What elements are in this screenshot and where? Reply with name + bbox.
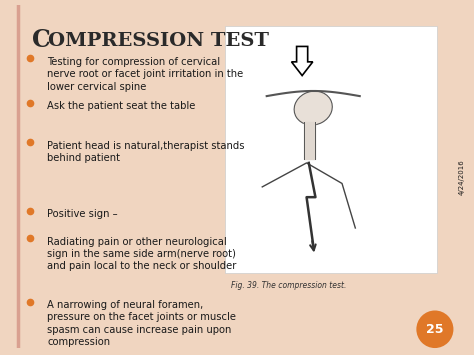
Text: Ask the patient seat the table: Ask the patient seat the table: [47, 101, 196, 111]
Text: C: C: [32, 28, 51, 51]
Text: Positive sign –: Positive sign –: [47, 209, 118, 219]
Text: 25: 25: [426, 323, 444, 336]
Circle shape: [416, 311, 454, 348]
Text: Patient head is natural,therapist stands
behind patient: Patient head is natural,therapist stands…: [47, 141, 245, 163]
Ellipse shape: [294, 91, 332, 125]
Text: Radiating pain or other neurological
sign in the same side arm(nerve root)
and p: Radiating pain or other neurological sig…: [47, 236, 237, 271]
Text: Fig. 39. The compression test.: Fig. 39. The compression test.: [231, 281, 346, 290]
Text: 4/24/2016: 4/24/2016: [459, 160, 465, 195]
Polygon shape: [304, 122, 315, 159]
FancyBboxPatch shape: [225, 26, 438, 273]
FancyArrow shape: [292, 47, 313, 76]
Text: A narrowing of neural foramen,
pressure on the facet joints or muscle
spasm can : A narrowing of neural foramen, pressure …: [47, 300, 237, 347]
Text: OMPRESSION TEST: OMPRESSION TEST: [48, 32, 269, 50]
Text: Testing for compression of cervical
nerve root or facet joint irritation in the
: Testing for compression of cervical nerv…: [47, 57, 244, 92]
